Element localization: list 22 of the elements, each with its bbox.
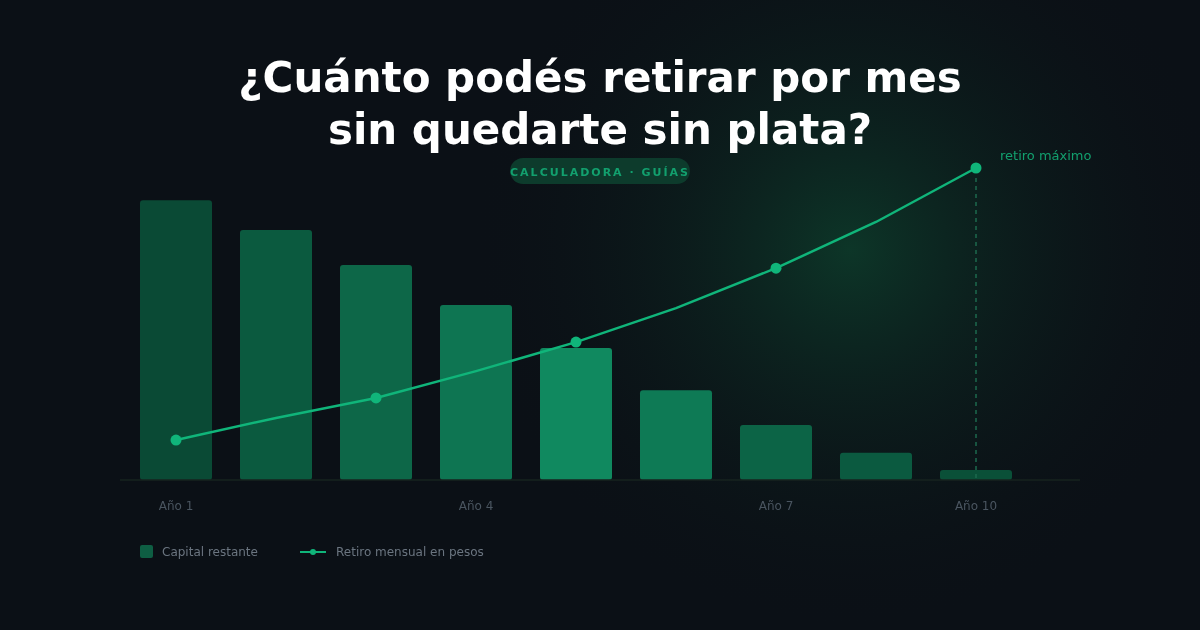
x-tick-label: Año 7 (758, 499, 794, 513)
bar (540, 348, 612, 480)
chart-title: ¿Cuánto podés retirar por mes sin quedarte sin plata? (238, 53, 962, 154)
bar (840, 452, 912, 480)
bar (240, 230, 312, 480)
point (970, 162, 982, 174)
x-tick-label: Año 4 (458, 499, 494, 513)
bar (640, 390, 712, 480)
bar (740, 425, 812, 480)
chart-subtitle: CALCULADORA · GUÍAS (510, 166, 690, 179)
x-tick-label: Año 10 (954, 499, 998, 513)
point (570, 336, 582, 348)
point (370, 392, 382, 404)
bar (340, 265, 412, 480)
legend-label: Retiro mensual en pesos (336, 545, 484, 559)
point (170, 434, 182, 446)
annotation: retiro máximo (1000, 148, 1092, 163)
bar (140, 200, 212, 480)
legend-label: Capital restante (162, 545, 258, 559)
point (770, 262, 782, 274)
bar (440, 304, 512, 480)
x-tick-label: Año 1 (158, 499, 194, 513)
